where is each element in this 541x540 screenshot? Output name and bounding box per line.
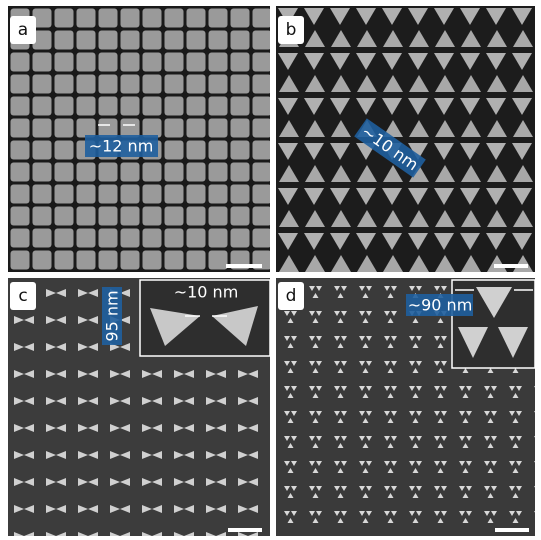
inset-annotation: ~10 nm [174,283,239,302]
scale-bar [495,528,529,532]
annotation: ~12 nm [89,137,154,156]
inset-c: ~10 nm [140,280,270,356]
scale-bar [226,264,262,268]
scale-bar [228,528,262,532]
annotation: ~90 nm [408,296,473,315]
annotation: 95 nm [103,290,122,341]
figure: ~10 nm ~12 nm ~10 nm 95 nm ~90 nm a b c … [0,0,541,540]
panel-label: b [286,20,297,40]
panel-label: c [18,286,27,306]
panel-b-image [276,6,535,272]
panel-label: a [18,20,28,40]
scale-bar [494,264,528,268]
inset-d [452,280,535,368]
panel-label: d [286,286,297,306]
